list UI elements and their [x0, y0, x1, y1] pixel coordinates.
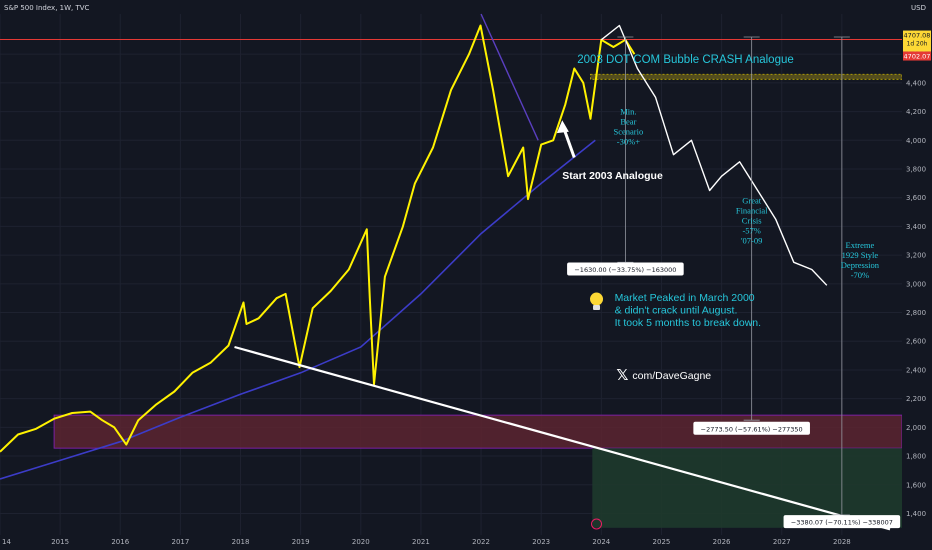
- gfc-label: -57%: [742, 225, 760, 235]
- measure-label: −2773.50 (−57.61%) −277350: [701, 425, 803, 433]
- y-tick-label: 4,200: [906, 108, 926, 116]
- x-tick-label: 2019: [292, 538, 310, 546]
- gfc-label: '07-09: [741, 235, 762, 245]
- x-tick-label: 2015: [51, 538, 69, 546]
- x-tick-label: 14: [2, 538, 11, 546]
- measure-label: −3380.07 (−70.11%) −338007: [791, 519, 893, 527]
- price-tag-current: [903, 30, 931, 52]
- x-tick-label: 2022: [472, 538, 490, 546]
- x-logo-icon: 𝕏: [616, 366, 628, 384]
- measure-label-box: [567, 262, 684, 276]
- depression-label: Extreme: [846, 240, 875, 250]
- measure-label-box: [783, 515, 901, 529]
- price-tag-second-value: 4702.07: [904, 53, 931, 61]
- y-tick-label: 2,800: [906, 309, 926, 317]
- y-tick-label: 4,400: [906, 79, 926, 87]
- x-tick-label: 2017: [171, 538, 189, 546]
- min-bear-label: -30%+: [617, 136, 640, 146]
- measure-label: −1630.00 (−33.75%) −163000: [574, 266, 676, 274]
- x-tick-label: 2023: [532, 538, 550, 546]
- bolt-icon: [591, 518, 603, 530]
- start-analogue-label: Start 2003 Analogue: [562, 170, 663, 182]
- x-tick-label: 2024: [592, 538, 610, 546]
- support-trendline: [234, 345, 891, 531]
- min-bear-label: Scenario: [614, 126, 644, 136]
- y-tick-label: 2,600: [906, 338, 926, 346]
- x-tick-label: 2016: [111, 538, 129, 546]
- x-tick-label: 2025: [653, 538, 671, 546]
- market-note: & didn't crack until August.: [615, 305, 738, 317]
- depression-label: 1929 Style: [842, 250, 879, 260]
- y-tick-label: 3,400: [906, 223, 926, 231]
- resistance-trendline: [480, 13, 539, 141]
- y-tick-label: 1,800: [906, 453, 926, 461]
- gfc-label: Financial: [736, 205, 768, 215]
- lightbulb-icon: [590, 292, 604, 306]
- start-arrow-shaft: [562, 128, 576, 159]
- start-arrow-head: [556, 120, 569, 134]
- market-note: It took 5 months to break down.: [615, 317, 762, 329]
- y-tick-label: 4,000: [906, 137, 926, 145]
- x-tick-label: 2020: [352, 538, 370, 546]
- y-tick-label: 3,800: [906, 166, 926, 174]
- y-tick-label: 3,600: [906, 194, 926, 202]
- analogue-title: 2003 DOT COM Bubble CRASH Analogue: [577, 54, 793, 66]
- x-tick-label: 2028: [833, 538, 851, 546]
- y-axis-panel: [902, 0, 932, 550]
- x-tick-label: 2018: [232, 538, 250, 546]
- min-bear-label: Bear: [620, 116, 636, 126]
- lightbulb-base: [593, 305, 601, 311]
- moving-average-line: [0, 139, 596, 480]
- projection-line: [600, 24, 828, 286]
- x-axis: 14 2015 2016 2017 2018 2019 2020 2021 2022 2023 20…: [2, 538, 851, 546]
- measure-label-box: [693, 421, 810, 435]
- price-tag-timer: 1d 20h: [907, 41, 928, 48]
- price-tag-second: [903, 51, 931, 61]
- depression-label: Depression: [841, 260, 880, 270]
- min-bear-label: Min.: [620, 106, 636, 116]
- gfc-label: Crisis: [742, 215, 762, 225]
- gfc-label: Great: [742, 195, 762, 205]
- price-history-line: [0, 24, 636, 453]
- y-tick-label: 2,400: [906, 366, 926, 374]
- depression-label: -70%: [851, 270, 869, 280]
- y-tick-label: 3,200: [906, 252, 926, 260]
- market-note: Market Peaked in March 2000: [615, 292, 755, 304]
- currency-label[interactable]: USD: [911, 4, 926, 12]
- y-tick-label: 1,600: [906, 481, 926, 489]
- x-tick-label: 2027: [773, 538, 791, 546]
- y-tick-label: 1,400: [906, 510, 926, 518]
- y-tick-label: 2,200: [906, 395, 926, 403]
- resistance-band: [590, 73, 903, 80]
- y-tick-label: 2,000: [906, 424, 926, 432]
- y-tick-label: 3,000: [906, 280, 926, 288]
- series-lines: [0, 13, 891, 531]
- annotation-overlay: −1630.00 (−33.75%) −163000 −2773.50 (−57.…: [556, 36, 901, 530]
- watermark-handle: com/DaveGagne: [632, 370, 711, 382]
- x-tick-label: 2026: [713, 538, 731, 546]
- x-tick-label: 2021: [412, 538, 430, 546]
- price-tag-value: 4707.08: [904, 32, 931, 40]
- chart-title: S&P 500 Index, 1W, TVC: [4, 4, 90, 12]
